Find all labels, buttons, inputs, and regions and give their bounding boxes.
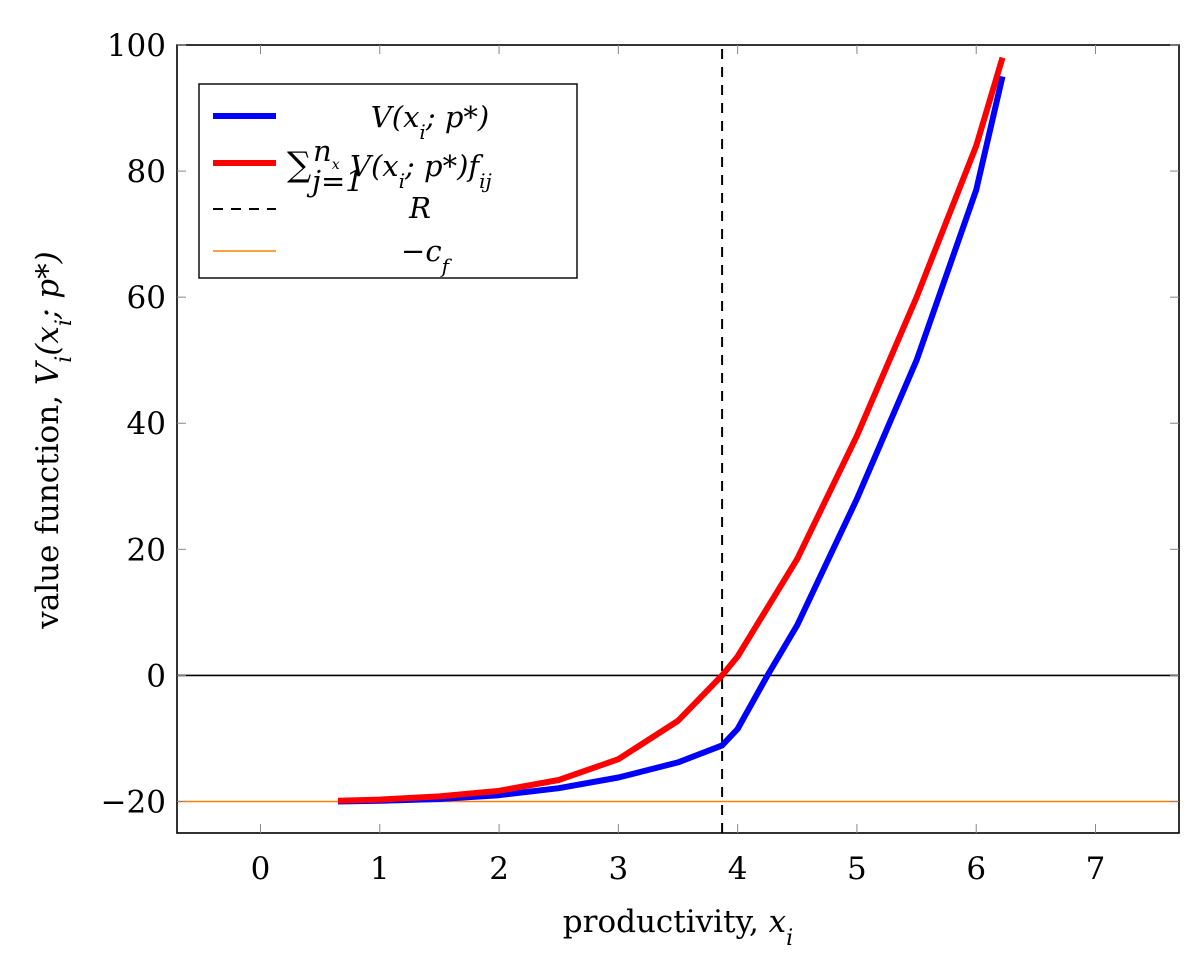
legend-label-sum: ∑ bbox=[287, 145, 311, 185]
x-tick-label: 3 bbox=[608, 851, 628, 887]
axis-ticks: 0 1 2 3 4 5 6 7 −20 0 20 40 60 80 100 bbox=[101, 28, 1179, 887]
y-tick-label: 20 bbox=[127, 532, 166, 568]
y-axis-title: value function, Vi(xi; p*) bbox=[30, 251, 77, 629]
x-tick-label: 2 bbox=[489, 851, 509, 887]
x-tick-label: 0 bbox=[251, 851, 271, 887]
x-tick-label: 5 bbox=[847, 851, 867, 887]
x-tick-label: 4 bbox=[728, 851, 748, 887]
y-tick-label: −20 bbox=[101, 784, 166, 820]
plot-area bbox=[177, 45, 1179, 833]
legend-label-sum-lower: j=1 bbox=[306, 164, 364, 198]
legend-label-r: R bbox=[408, 191, 431, 225]
x-tick-label: 6 bbox=[966, 851, 986, 887]
x-tick-label: 7 bbox=[1086, 851, 1106, 887]
series-line-1 bbox=[337, 56, 1006, 804]
x-axis-title: productivity, xi bbox=[563, 904, 793, 951]
y-tick-label: 100 bbox=[107, 28, 166, 64]
y-tick-label: 40 bbox=[127, 406, 166, 442]
legend-label-v: V(xi; p*) bbox=[371, 100, 489, 144]
y-tick-label: 80 bbox=[127, 154, 166, 190]
x-tick-label: 1 bbox=[370, 851, 390, 887]
plot-frame bbox=[176, 44, 1180, 834]
legend-label-sum-sup: nx bbox=[313, 134, 340, 173]
series-line-0 bbox=[337, 75, 1006, 805]
y-tick-label: 60 bbox=[127, 280, 166, 316]
y-tick-label: 0 bbox=[146, 658, 166, 694]
legend-label-sum-body: V(xi; p*)fij bbox=[350, 149, 492, 193]
legend: V(xi; p*) ∑ nx j=1 V(xi; p*)fij R −cf bbox=[198, 83, 578, 279]
